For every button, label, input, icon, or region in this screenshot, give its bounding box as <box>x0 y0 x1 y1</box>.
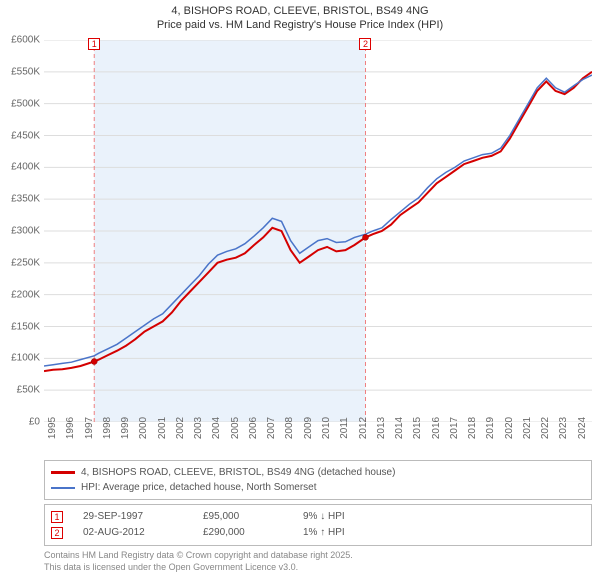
y-tick: £300K <box>11 226 40 237</box>
y-tick: £150K <box>11 321 40 332</box>
transaction-marker: 2 <box>51 527 63 539</box>
x-tick: 2002 <box>175 417 186 439</box>
x-axis: 1995199619971998199920002001200220032004… <box>44 424 592 460</box>
y-tick: £0 <box>29 417 40 428</box>
x-tick: 1997 <box>84 417 95 439</box>
x-tick: 2000 <box>138 417 149 439</box>
marker-box-1: 1 <box>88 38 100 50</box>
title-line1: 4, BISHOPS ROAD, CLEEVE, BRISTOL, BS49 4… <box>0 4 600 18</box>
y-tick: £250K <box>11 257 40 268</box>
y-tick: £450K <box>11 130 40 141</box>
x-tick: 1999 <box>120 417 131 439</box>
footer: 4, BISHOPS ROAD, CLEEVE, BRISTOL, BS49 4… <box>44 460 592 573</box>
x-tick: 2017 <box>449 417 460 439</box>
x-tick: 1995 <box>47 417 58 439</box>
y-tick: £550K <box>11 66 40 77</box>
y-tick: £100K <box>11 353 40 364</box>
x-tick: 2008 <box>284 417 295 439</box>
x-tick: 2007 <box>266 417 277 439</box>
x-tick: 2024 <box>577 417 588 439</box>
y-axis: £0£50K£100K£150K£200K£250K£300K£350K£400… <box>0 40 42 422</box>
chart-svg <box>44 40 592 422</box>
x-tick: 2020 <box>504 417 515 439</box>
legend-swatch-1 <box>51 471 75 474</box>
y-tick: £50K <box>17 385 40 396</box>
transaction-diff: 1% ↑ HPI <box>303 525 383 541</box>
x-tick: 2013 <box>376 417 387 439</box>
title-block: 4, BISHOPS ROAD, CLEEVE, BRISTOL, BS49 4… <box>0 0 600 33</box>
legend-box: 4, BISHOPS ROAD, CLEEVE, BRISTOL, BS49 4… <box>44 460 592 500</box>
legend-series-1: 4, BISHOPS ROAD, CLEEVE, BRISTOL, BS49 4… <box>51 465 585 480</box>
x-tick: 1996 <box>65 417 76 439</box>
attribution-line2: This data is licensed under the Open Gov… <box>44 562 592 573</box>
transaction-date: 02-AUG-2012 <box>83 525 183 541</box>
legend-label-2: HPI: Average price, detached house, Nort… <box>81 480 317 495</box>
y-tick: £500K <box>11 98 40 109</box>
y-tick: £350K <box>11 194 40 205</box>
transaction-price: £95,000 <box>203 509 283 525</box>
x-tick: 2006 <box>248 417 259 439</box>
x-tick: 2016 <box>431 417 442 439</box>
legend-label-1: 4, BISHOPS ROAD, CLEEVE, BRISTOL, BS49 4… <box>81 465 395 480</box>
x-tick: 2019 <box>485 417 496 439</box>
x-tick: 2011 <box>339 417 350 439</box>
y-tick: £600K <box>11 35 40 46</box>
x-tick: 2003 <box>193 417 204 439</box>
marker-box-2: 2 <box>359 38 371 50</box>
transaction-row: 2 02-AUG-2012 £290,000 1% ↑ HPI <box>51 525 585 541</box>
y-tick: £400K <box>11 162 40 173</box>
x-tick: 2023 <box>558 417 569 439</box>
x-tick: 2015 <box>412 417 423 439</box>
transaction-diff: 9% ↓ HPI <box>303 509 383 525</box>
x-tick: 2009 <box>303 417 314 439</box>
x-tick: 2012 <box>358 417 369 439</box>
x-tick: 2014 <box>394 417 405 439</box>
x-tick: 2022 <box>540 417 551 439</box>
transaction-row: 1 29-SEP-1997 £95,000 9% ↓ HPI <box>51 509 585 525</box>
x-tick: 2004 <box>211 417 222 439</box>
x-tick: 2021 <box>522 417 533 439</box>
x-tick: 2005 <box>230 417 241 439</box>
chart-area: 12 <box>44 40 592 422</box>
legend-series-2: HPI: Average price, detached house, Nort… <box>51 480 585 495</box>
transaction-date: 29-SEP-1997 <box>83 509 183 525</box>
y-tick: £200K <box>11 289 40 300</box>
x-tick: 2001 <box>157 417 168 439</box>
transactions-table: 1 29-SEP-1997 £95,000 9% ↓ HPI 2 02-AUG-2012 £… <box>44 504 592 546</box>
transaction-price: £290,000 <box>203 525 283 541</box>
transaction-marker: 1 <box>51 511 63 523</box>
x-tick: 2010 <box>321 417 332 439</box>
x-tick: 1998 <box>102 417 113 439</box>
attribution: Contains HM Land Registry data © Crown c… <box>44 550 592 573</box>
title-line2: Price paid vs. HM Land Registry's House … <box>0 18 600 32</box>
legend-swatch-2 <box>51 487 75 489</box>
x-tick: 2018 <box>467 417 478 439</box>
chart-container: 4, BISHOPS ROAD, CLEEVE, BRISTOL, BS49 4… <box>0 0 600 560</box>
